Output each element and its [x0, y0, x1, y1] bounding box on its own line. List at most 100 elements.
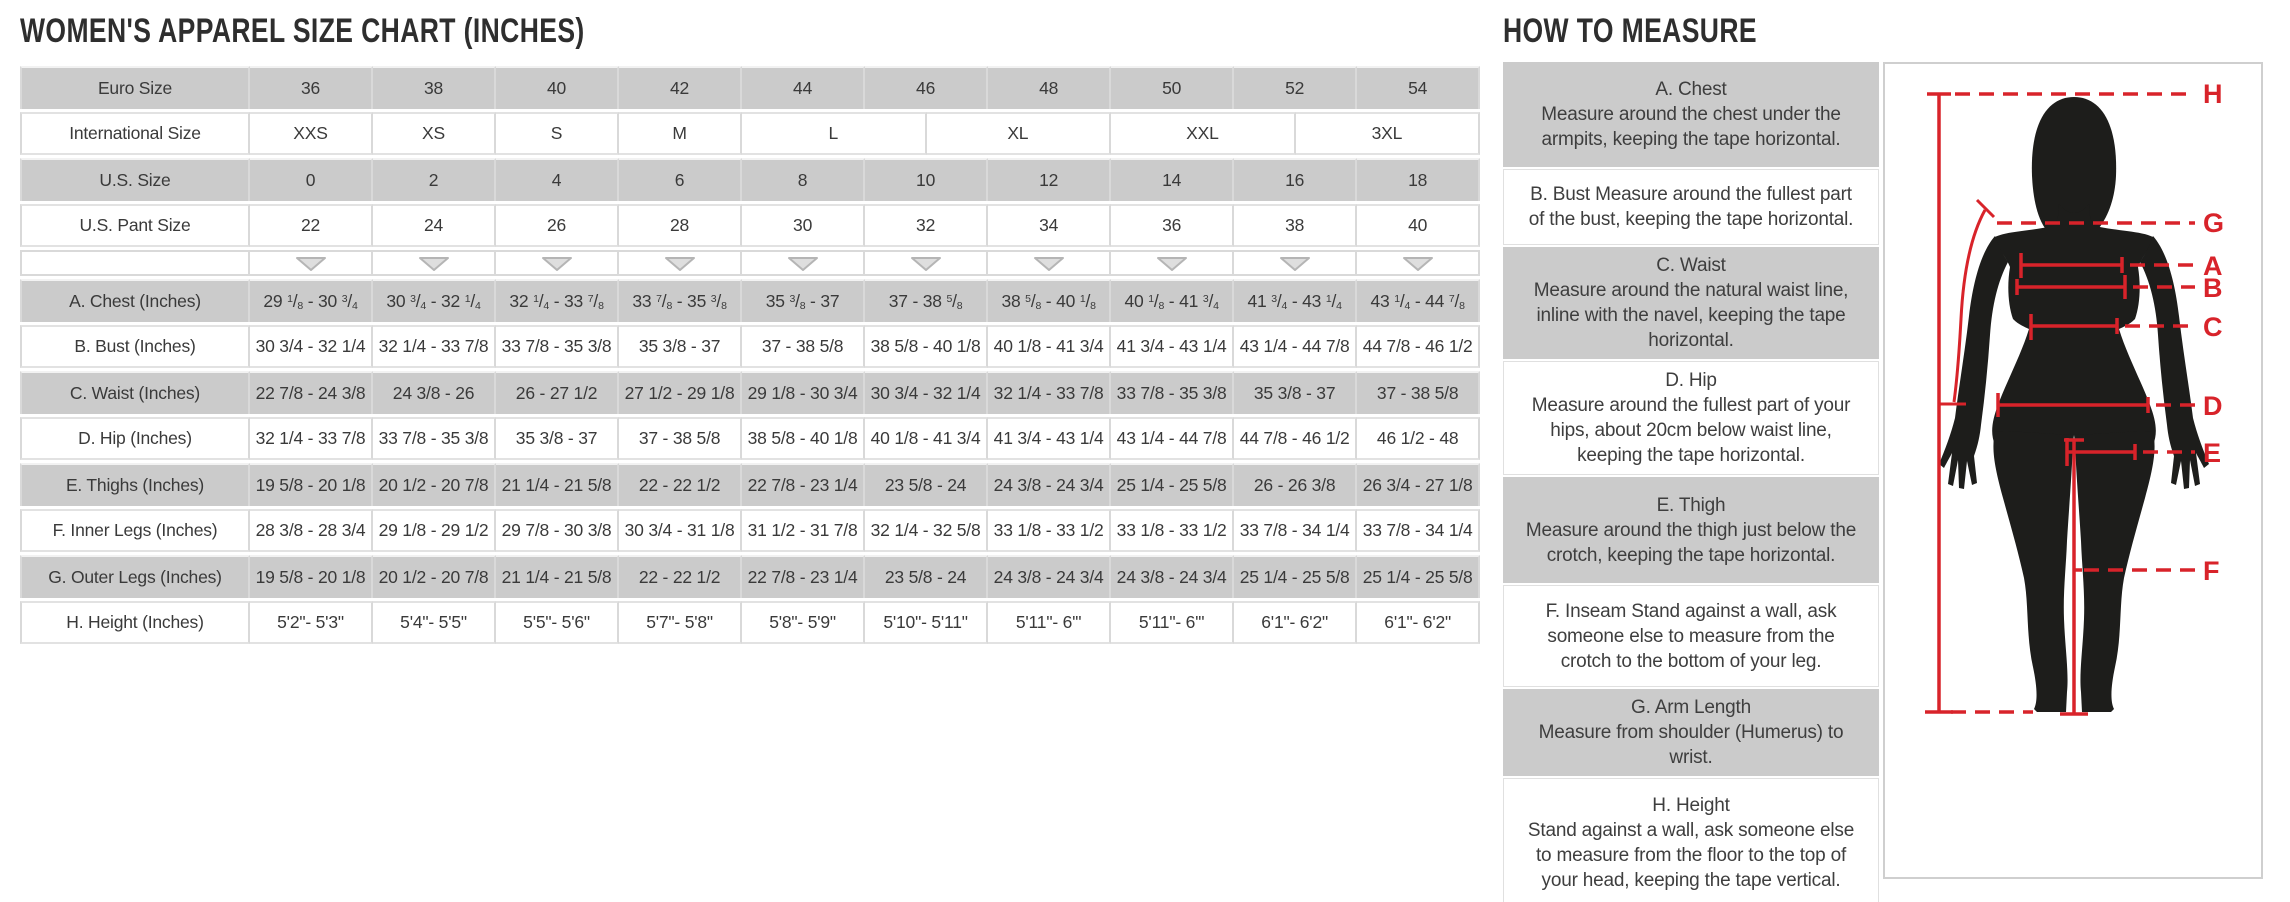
size-value-cell: 28	[619, 204, 743, 247]
size-value-cell: 40	[496, 66, 620, 109]
size-value-cell: 52	[1234, 66, 1358, 109]
measure-section-heading: G. Arm Length	[1631, 697, 1751, 718]
size-value-cell: 30 3/4 - 32 1/4	[373, 279, 497, 322]
size-value-cell: 10	[865, 158, 989, 201]
size-value-cell: 33 7/8 - 35 3/8	[1111, 371, 1235, 414]
row-label: D. Hip (Inches)	[20, 417, 250, 460]
dropdown-triangle-icon	[1279, 256, 1310, 271]
measure-section-d-hip: D. Hip Measure around the fullest part of…	[1503, 361, 1879, 475]
size-value-cell: 37 - 38 5/8	[1357, 371, 1481, 414]
size-value-cell: 40	[1357, 204, 1481, 247]
size-value-cell: S	[496, 112, 620, 155]
table-row: D. Hip (Inches) 32 1/4 - 33 7/8 33 7/8 - 3…	[20, 417, 1481, 460]
size-value-cell: 22 7/8 - 23 1/4	[742, 463, 866, 506]
label-B: B	[2203, 273, 2223, 303]
size-value-cell: 22 - 22 1/2	[619, 463, 743, 506]
column-pointer-cell	[1234, 250, 1358, 276]
size-value-cell: 23 5/8 - 24	[865, 463, 989, 506]
size-value-cell: 40 1/8 - 41 3/4	[1111, 279, 1235, 322]
size-value-cell: 38	[1234, 204, 1358, 247]
size-value-cell: 32 1/4 - 33 7/8	[250, 417, 374, 460]
size-value-cell: 26 - 26 3/8	[1234, 463, 1358, 506]
size-value-cell: 40 1/8 - 41 3/4	[865, 417, 989, 460]
size-value-cell: 36	[250, 66, 374, 109]
size-value-cell: 48	[988, 66, 1112, 109]
size-value-cell: 6'1"- 6'2"	[1357, 601, 1481, 644]
label-D: D	[2203, 391, 2223, 421]
dropdown-triangle-icon	[910, 256, 941, 271]
size-value-cell: 30	[742, 204, 866, 247]
measure-section-a-chest: A. Chest Measure around the chest under t…	[1503, 62, 1879, 167]
row-label: F. Inner Legs (Inches)	[20, 509, 250, 552]
column-pointer-cell	[742, 250, 866, 276]
size-value-cell: 16	[1234, 158, 1358, 201]
size-value-cell: XXL	[1111, 112, 1296, 155]
size-value-cell: 33 1/8 - 33 1/2	[988, 509, 1112, 552]
size-value-cell: 30 3/4 - 32 1/4	[250, 325, 374, 368]
row-label: A. Chest (Inches)	[20, 279, 250, 322]
table-row: C. Waist (Inches) 22 7/8 - 24 3/8 24 3/8 -…	[20, 371, 1481, 414]
size-value-cell: 25 1/4 - 25 5/8	[1111, 463, 1235, 506]
measure-section-text: Measure around the fullest part of your …	[1531, 395, 1851, 466]
size-value-cell: 21 1/4 - 21 5/8	[496, 463, 620, 506]
dropdown-triangle-icon	[418, 256, 449, 271]
dropdown-triangle-icon	[541, 256, 572, 271]
how-to-measure-title: HOW TO MEASURE	[1503, 12, 1757, 50]
size-value-cell: 32 1/4 - 33 7/8	[373, 325, 497, 368]
measure-section-heading: A. Chest	[1655, 79, 1727, 100]
row-label: U.S. Pant Size	[20, 204, 250, 247]
table-row: U.S. Pant Size 22 24 26 28 30 32 34 36 38 40	[20, 204, 1481, 247]
measure-section-text: Stand against a wall, ask someone else t…	[1527, 820, 1855, 891]
label-G: G	[2203, 208, 2224, 238]
size-value-cell: 43 1/4 - 44 7/8	[1357, 279, 1481, 322]
measure-section-text: Measure from shoulder (Humerus) to wrist…	[1538, 722, 1844, 768]
size-value-cell: 35 3/8 - 37	[496, 417, 620, 460]
column-pointer-cell	[988, 250, 1112, 276]
size-value-cell: 43 1/4 - 44 7/8	[1234, 325, 1358, 368]
size-value-cell: 24 3/8 - 26	[373, 371, 497, 414]
size-value-cell: 38 5/8 - 40 1/8	[865, 325, 989, 368]
table-row: E. Thighs (Inches) 19 5/8 - 20 1/8 20 1/2 …	[20, 463, 1481, 506]
column-pointer-cell	[496, 250, 620, 276]
size-value-cell: 41 3/4 - 43 1/4	[1234, 279, 1358, 322]
size-value-cell: 33 7/8 - 35 3/8	[619, 279, 743, 322]
size-value-cell: 2	[373, 158, 497, 201]
size-value-cell: 32 1/4 - 33 7/8	[988, 371, 1112, 414]
table-row: A. Chest (Inches) 29 1/8 - 30 3/4 30 3/4 -…	[20, 279, 1481, 322]
size-value-cell: 38 5/8 - 40 1/8	[742, 417, 866, 460]
measure-section-heading: C. Waist	[1656, 255, 1726, 276]
size-value-cell: 6	[619, 158, 743, 201]
size-value-cell: 32 1/4 - 32 5/8	[865, 509, 989, 552]
size-value-cell: 50	[1111, 66, 1235, 109]
size-value-cell: 29 1/8 - 30 3/4	[250, 279, 374, 322]
size-value-cell: 6'1"- 6'2"	[1234, 601, 1358, 644]
row-label: C. Waist (Inches)	[20, 371, 250, 414]
measure-section-b-bust: B. Bust Measure around the fullest part …	[1503, 169, 1879, 245]
table-row	[20, 250, 1481, 276]
size-value-cell: 14	[1111, 158, 1235, 201]
size-value-cell: 42	[619, 66, 743, 109]
size-value-cell: 26	[496, 204, 620, 247]
body-measurement-diagram: H G A B C D E F	[1925, 79, 2224, 716]
size-value-cell: 26 3/4 - 27 1/8	[1357, 463, 1481, 506]
measure-section-e-thigh: E. Thigh Measure around the thigh just be…	[1503, 477, 1879, 583]
size-value-cell: 33 7/8 - 35 3/8	[496, 325, 620, 368]
size-value-cell: 24	[373, 204, 497, 247]
size-value-cell: 44 7/8 - 46 1/2	[1234, 417, 1358, 460]
size-value-cell: XL	[926, 112, 1112, 155]
size-value-cell: 33 7/8 - 34 1/4	[1357, 509, 1481, 552]
label-C: C	[2203, 312, 2223, 342]
column-pointer-cell	[865, 250, 989, 276]
size-value-cell: 22 - 22 1/2	[619, 555, 743, 598]
size-value-cell: 12	[988, 158, 1112, 201]
column-pointer-cell	[1357, 250, 1481, 276]
size-value-cell: 8	[742, 158, 866, 201]
size-value-cell: 43 1/4 - 44 7/8	[1111, 417, 1235, 460]
size-value-cell: 28 3/8 - 28 3/4	[250, 509, 374, 552]
size-value-cell: 32 1/4 - 33 7/8	[496, 279, 620, 322]
size-value-cell: 20 1/2 - 20 7/8	[373, 463, 497, 506]
size-value-cell: XS	[373, 112, 497, 155]
measurement-labels: H G A B C D E F	[2203, 79, 2224, 586]
measure-section-f-inseam: F. Inseam Stand against a wall, ask some…	[1503, 585, 1879, 687]
